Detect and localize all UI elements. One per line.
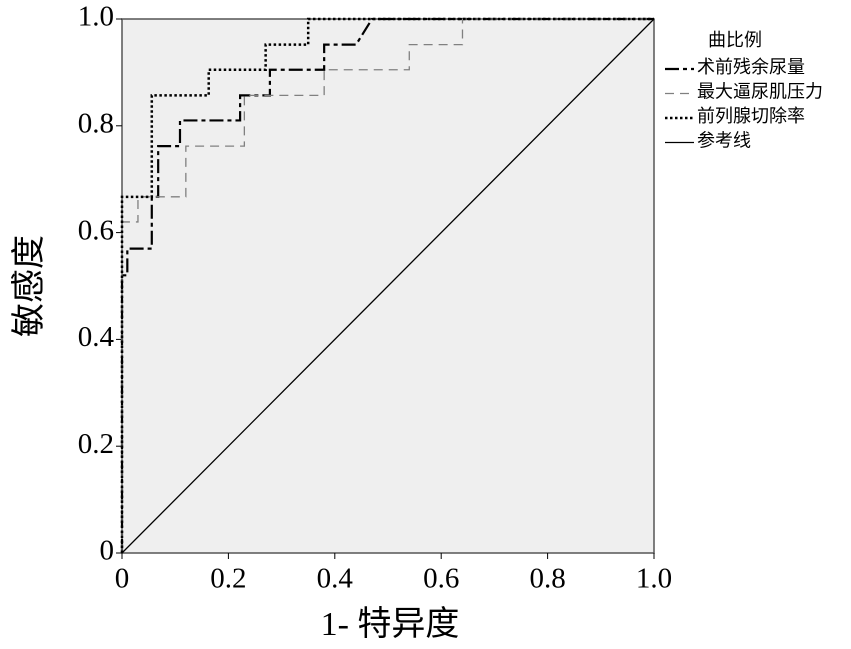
roc-line [121, 18, 654, 553]
x-tick-label: 1.0 [636, 563, 672, 595]
x-tick-label: 0.6 [423, 563, 459, 595]
legend-label: 参考线 [697, 131, 751, 151]
x-axis-title: 1- 特异度 [321, 605, 460, 643]
legend-title: 曲比例 [708, 30, 762, 50]
roc-line [120, 17, 654, 553]
y-tick-label: 0 [100, 535, 115, 567]
x-tick-label: 0.4 [317, 563, 354, 595]
x-tick-label: 0.2 [210, 563, 246, 595]
y-tick-label: 0.4 [78, 321, 115, 353]
y-tick-label: 0.8 [78, 107, 114, 139]
legend-label: 最大逼尿肌压力 [697, 82, 823, 102]
y-tick-label: 0.6 [78, 214, 114, 246]
y-tick-label: 1.0 [78, 1, 114, 33]
x-tick-label: 0.8 [529, 563, 565, 595]
legend-label: 前列腺切除率 [697, 106, 805, 126]
legend-label: 术前残余尿量 [697, 57, 805, 77]
roc-line [120, 17, 654, 553]
y-axis-title: 敏感度 [10, 235, 48, 337]
roc-line [121, 18, 655, 554]
y-tick-label: 0.2 [78, 428, 114, 460]
x-tick-label: 0 [115, 563, 130, 595]
